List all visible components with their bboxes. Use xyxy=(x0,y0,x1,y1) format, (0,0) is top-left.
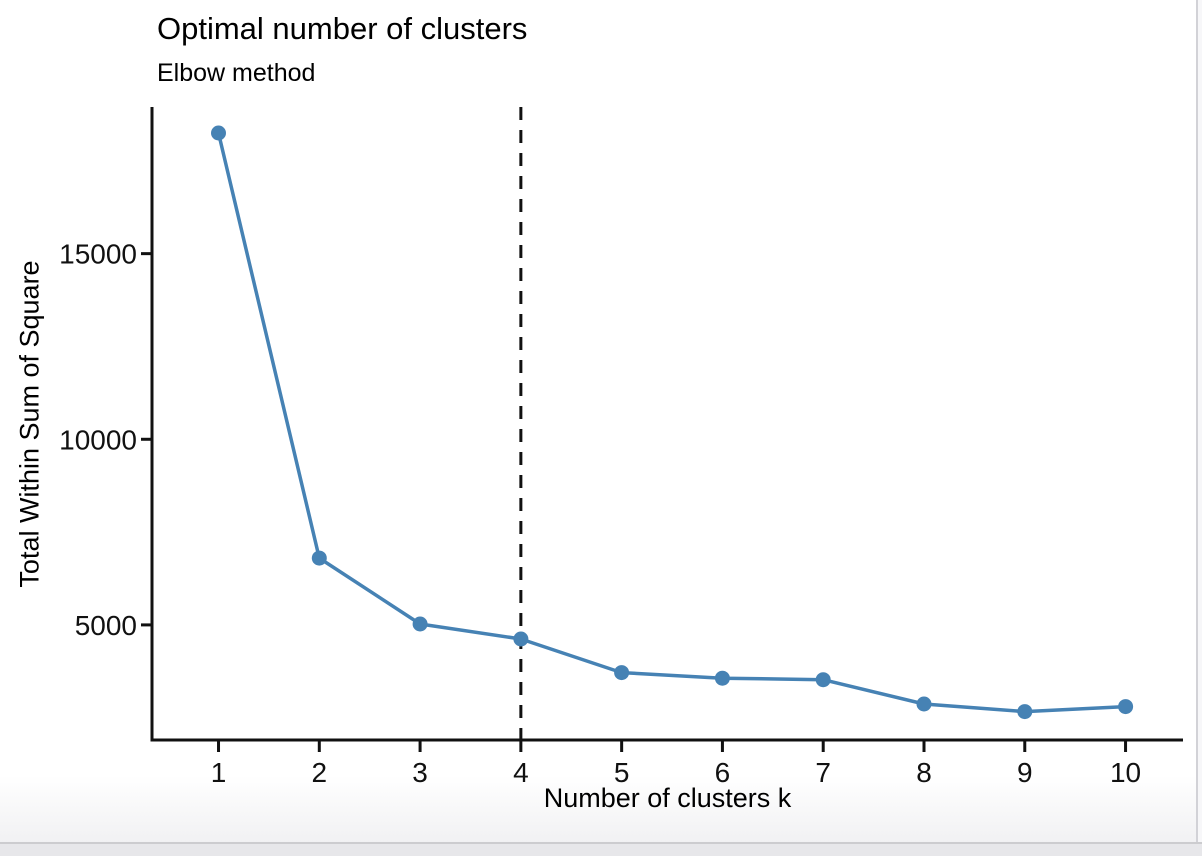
data-point-k2 xyxy=(311,550,327,566)
panel-divider xyxy=(0,842,1202,844)
chart-title: Optimal number of clusters xyxy=(157,11,528,46)
x-tick-label: 1 xyxy=(211,757,227,788)
x-tick-label: 8 xyxy=(916,757,932,788)
chart-subtitle: Elbow method xyxy=(157,59,316,87)
footer-band xyxy=(0,844,1202,856)
data-point-k7 xyxy=(815,672,831,688)
data-point-k6 xyxy=(714,670,730,686)
x-tick-label: 5 xyxy=(614,757,630,788)
wss-line xyxy=(216,131,1128,714)
y-tick-label: 10000 xyxy=(59,424,137,455)
panel-right-gutter xyxy=(1198,0,1202,843)
x-tick-label: 3 xyxy=(412,757,428,788)
x-tick-label: 6 xyxy=(715,757,731,788)
x-tick-label: 4 xyxy=(513,757,529,788)
data-point-k10 xyxy=(1118,699,1134,715)
x-tick-label: 9 xyxy=(1017,757,1033,788)
data-point-k3 xyxy=(412,616,428,632)
data-point-k8 xyxy=(916,696,932,712)
data-point-k5 xyxy=(614,665,630,681)
y-tick-label: 15000 xyxy=(59,239,137,270)
x-tick-label: 2 xyxy=(312,757,328,788)
data-point-k1 xyxy=(211,125,226,141)
data-point-k9 xyxy=(1017,704,1033,720)
x-tick-label: 10 xyxy=(1110,757,1141,788)
panel-right-border xyxy=(1196,0,1198,843)
x-tick-label: 7 xyxy=(815,757,831,788)
x-axis-title: Number of clusters k xyxy=(543,783,792,813)
data-point-k4 xyxy=(513,631,529,647)
y-tick-label: 5000 xyxy=(75,610,137,641)
